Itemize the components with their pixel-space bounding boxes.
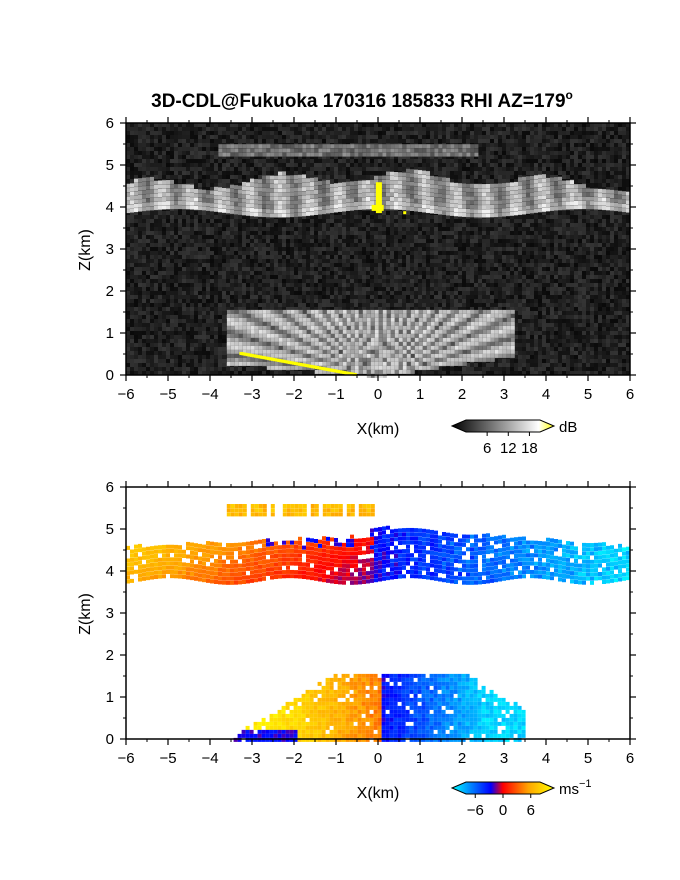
colorbar-tick-label: 0 [499,802,507,819]
x-tick-label: −3 [243,386,260,403]
upper-echo-layer [126,168,630,218]
x-tick-label: 2 [458,386,466,403]
colorbar-tick-label: −6 [467,802,484,819]
colorbar-unit: ms−1 [559,778,592,798]
lower-velocity-layer [233,673,526,742]
velocity-panel: −6 −5 −4 −3 −2 −1 0 1 2 3 4 5 6 0 1 2 3 4 5 6 X(km) Z(km) −… [77,479,636,819]
x-tick-label: −6 [117,750,134,767]
x-tick-label: −5 [159,750,176,767]
x-tick-label: −6 [117,386,134,403]
x-tick-label: 0 [374,386,382,403]
colorbar-bar [450,781,556,795]
high-reflectivity-dot [403,211,407,215]
upper-thin-band [218,144,479,157]
y-axis-label: Z(km) [77,593,94,635]
x-tick-label: −4 [201,750,218,767]
x-tick-label: 4 [542,750,550,767]
x-tick-label: 5 [584,750,592,767]
y-tick-label: 0 [106,731,114,748]
x-tick-label: −3 [243,750,260,767]
y-tick-label: 1 [106,325,114,342]
y-tick-label: 3 [106,605,114,622]
x-tick-label: −2 [285,386,302,403]
high-reflectivity-column [371,182,407,215]
x-tick-label: 6 [626,386,634,403]
y-tick-label: 6 [106,115,114,132]
x-tick-label: 0 [374,750,382,767]
colorbar-tick-label: 6 [527,802,535,819]
y-tick-label: 1 [106,689,114,706]
x-axis-label: X(km) [357,421,400,438]
velocity-colorbar: −6 0 6 ms−1 [450,778,592,819]
x-tick-label: 3 [500,386,508,403]
x-tick-label: 6 [626,750,634,767]
colorbar-tick-label: 18 [521,440,538,457]
x-tick-label: −1 [327,750,344,767]
colorbar-unit: dB [559,419,577,436]
upper-velocity-layer [126,525,630,585]
x-tick-label: −4 [201,386,218,403]
y-tick-label: 5 [106,157,114,174]
colorbar-tick-label: 12 [500,440,517,457]
x-tick-label: −2 [285,750,302,767]
x-tick-label: 2 [458,750,466,767]
y-tick-label: 5 [106,521,114,538]
figure-title: 3D-CDL@Fukuoka 170316 185833 RHI AZ=179o [151,88,573,112]
y-tick-label: 2 [106,283,114,300]
upper-velocity-band [226,504,375,517]
y-tick-label: 4 [106,199,114,216]
x-tick-label: 4 [542,386,550,403]
y-tick-label: 4 [106,563,114,580]
x-tick-label: 1 [416,386,424,403]
y-tick-label: 3 [106,241,114,258]
x-tick-label: 3 [500,750,508,767]
high-reflectivity-blob [371,204,384,211]
x-axis-label: X(km) [357,785,400,802]
y-tick-label: 0 [106,367,114,384]
x-tick-label: −1 [327,386,344,403]
y-tick-label: 2 [106,647,114,664]
x-tick-label: 1 [416,750,424,767]
y-axis-label: Z(km) [77,229,94,271]
y-tick-label: 6 [106,479,114,496]
colorbar-bar [450,419,556,433]
reflectivity-colorbar: 6 12 18 dB [450,419,577,457]
high-reflectivity-surface [239,352,357,376]
x-tick-label: −5 [159,386,176,403]
x-tick-label: 5 [584,386,592,403]
colorbar-tick-label: 6 [483,440,491,457]
